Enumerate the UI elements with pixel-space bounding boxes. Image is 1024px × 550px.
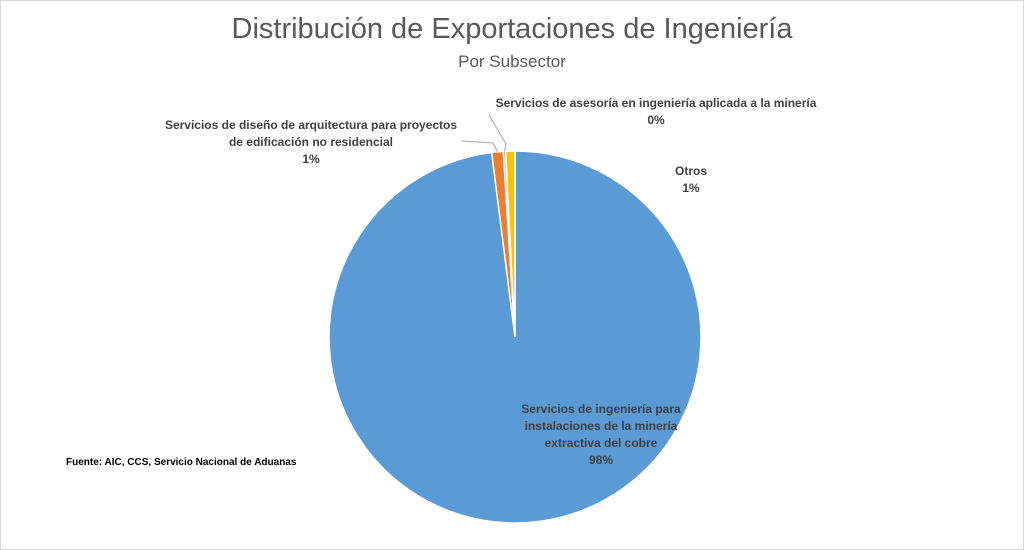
slice-percent-0: 98% — [589, 453, 613, 467]
slice-label-3: Otros 1% — [675, 164, 707, 195]
leader-line-2 — [488, 114, 507, 152]
slice-percent-2: 0% — [647, 113, 665, 127]
source-note: Fuente: AIC, CCS, Servicio Nacional de A… — [66, 457, 297, 468]
leader-line-1 — [460, 140, 498, 153]
slice-label-line: de edificación no residencial — [229, 135, 393, 149]
slice-percent-1: 1% — [302, 152, 320, 166]
slice-percent-3: 1% — [682, 181, 700, 195]
slice-label-line: Servicios de diseño de arquitectura para… — [165, 118, 457, 132]
slice-label-line: Servicios de ingeniería para — [521, 402, 681, 416]
chart-title: Distribución de Exportaciones de Ingenie… — [231, 13, 793, 45]
slice-label-line: extractiva del cobre — [545, 436, 658, 450]
slice-labels: Servicios de ingeniería para instalacione… — [165, 96, 817, 467]
slice-label-0: Servicios de ingeniería para instalacione… — [521, 402, 681, 467]
pie-slice-3 — [504, 150, 516, 338]
slice-label-line: Otros — [675, 164, 707, 178]
leader-lines — [460, 114, 507, 153]
slice-label-1: Servicios de diseño de arquitectura para… — [165, 118, 457, 166]
chart-subtitle: Por Subsector — [458, 52, 566, 71]
slice-label-line: Servicios de asesoría en ingeniería apli… — [496, 96, 817, 110]
slice-label-2: Servicios de asesoría en ingeniería apli… — [496, 96, 817, 127]
pie-slices — [328, 150, 702, 524]
slice-label-line: instalaciones de la minería — [525, 419, 678, 433]
